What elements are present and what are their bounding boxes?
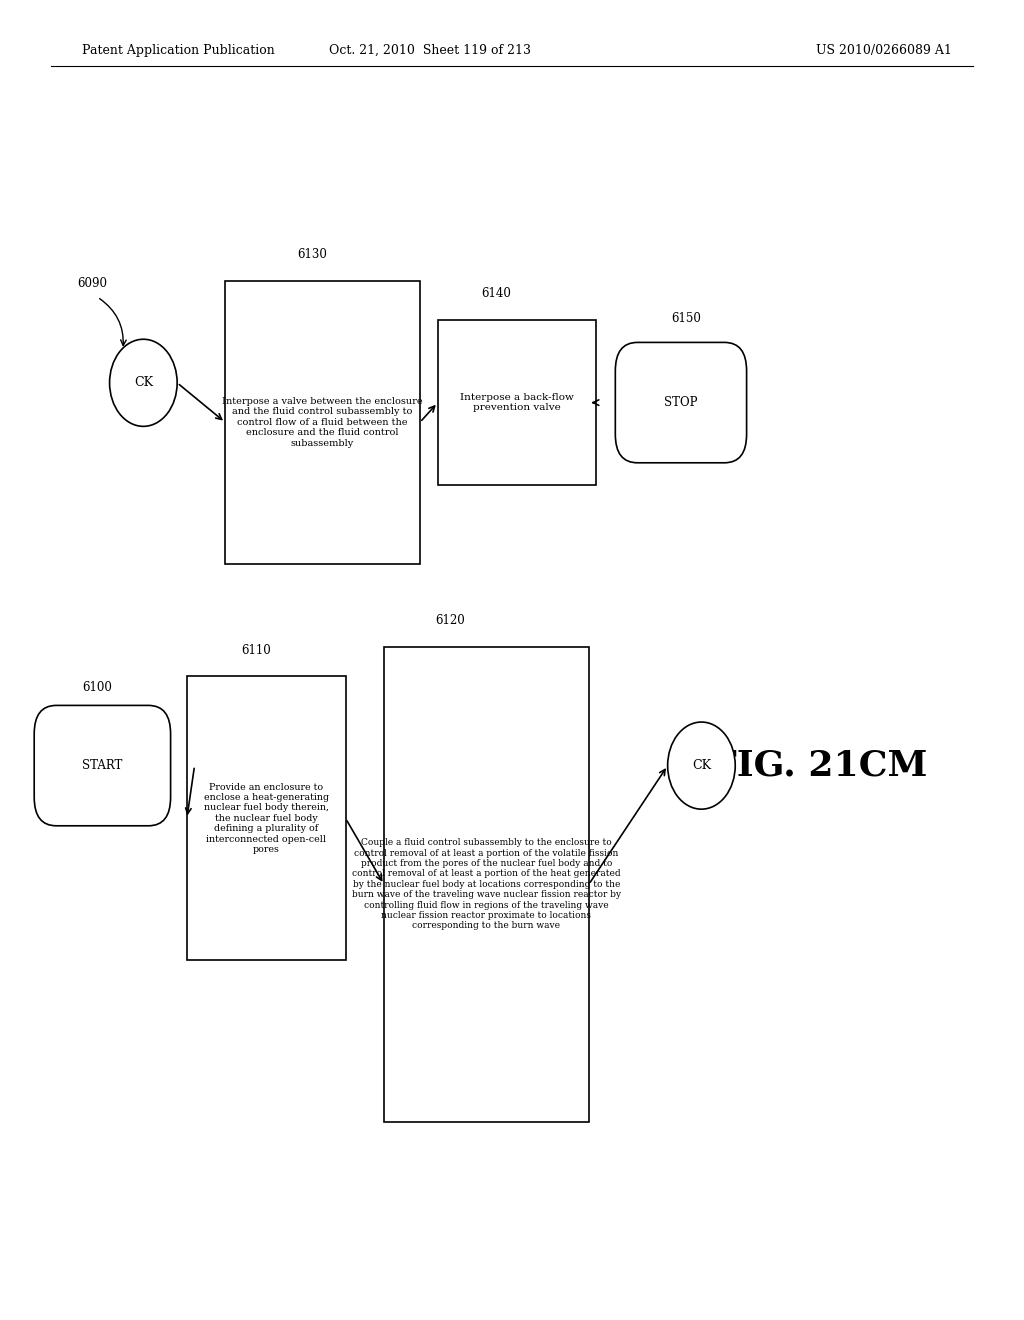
FancyBboxPatch shape	[225, 281, 420, 565]
Text: CK: CK	[134, 376, 153, 389]
Text: FIG. 21CM: FIG. 21CM	[711, 748, 928, 783]
Text: Oct. 21, 2010  Sheet 119 of 213: Oct. 21, 2010 Sheet 119 of 213	[329, 44, 531, 57]
Text: 6150: 6150	[671, 312, 701, 325]
Text: 6120: 6120	[435, 614, 466, 627]
FancyBboxPatch shape	[186, 676, 346, 961]
Text: US 2010/0266089 A1: US 2010/0266089 A1	[816, 44, 952, 57]
Circle shape	[668, 722, 735, 809]
Text: 6090: 6090	[77, 277, 106, 290]
FancyBboxPatch shape	[615, 342, 746, 463]
FancyBboxPatch shape	[438, 321, 596, 486]
Circle shape	[110, 339, 177, 426]
Text: Patent Application Publication: Patent Application Publication	[82, 44, 274, 57]
Text: CK: CK	[692, 759, 711, 772]
Text: 6110: 6110	[241, 644, 271, 657]
Text: Couple a fluid control subassembly to the enclosure to
control removal of at lea: Couple a fluid control subassembly to th…	[352, 838, 621, 931]
Text: Provide an enclosure to
enclose a heat-generating
nuclear fuel body therein,
the: Provide an enclosure to enclose a heat-g…	[204, 783, 329, 854]
Text: STOP: STOP	[665, 396, 697, 409]
Text: 6130: 6130	[297, 248, 328, 260]
FancyBboxPatch shape	[34, 705, 171, 826]
Text: 6140: 6140	[481, 288, 512, 301]
Text: Interpose a valve between the enclosure
and the fluid control subassembly to
con: Interpose a valve between the enclosure …	[222, 397, 423, 447]
Text: Interpose a back-flow
prevention valve: Interpose a back-flow prevention valve	[460, 393, 574, 412]
Text: START: START	[82, 759, 123, 772]
Text: 6100: 6100	[82, 681, 113, 694]
FancyBboxPatch shape	[384, 647, 589, 1122]
